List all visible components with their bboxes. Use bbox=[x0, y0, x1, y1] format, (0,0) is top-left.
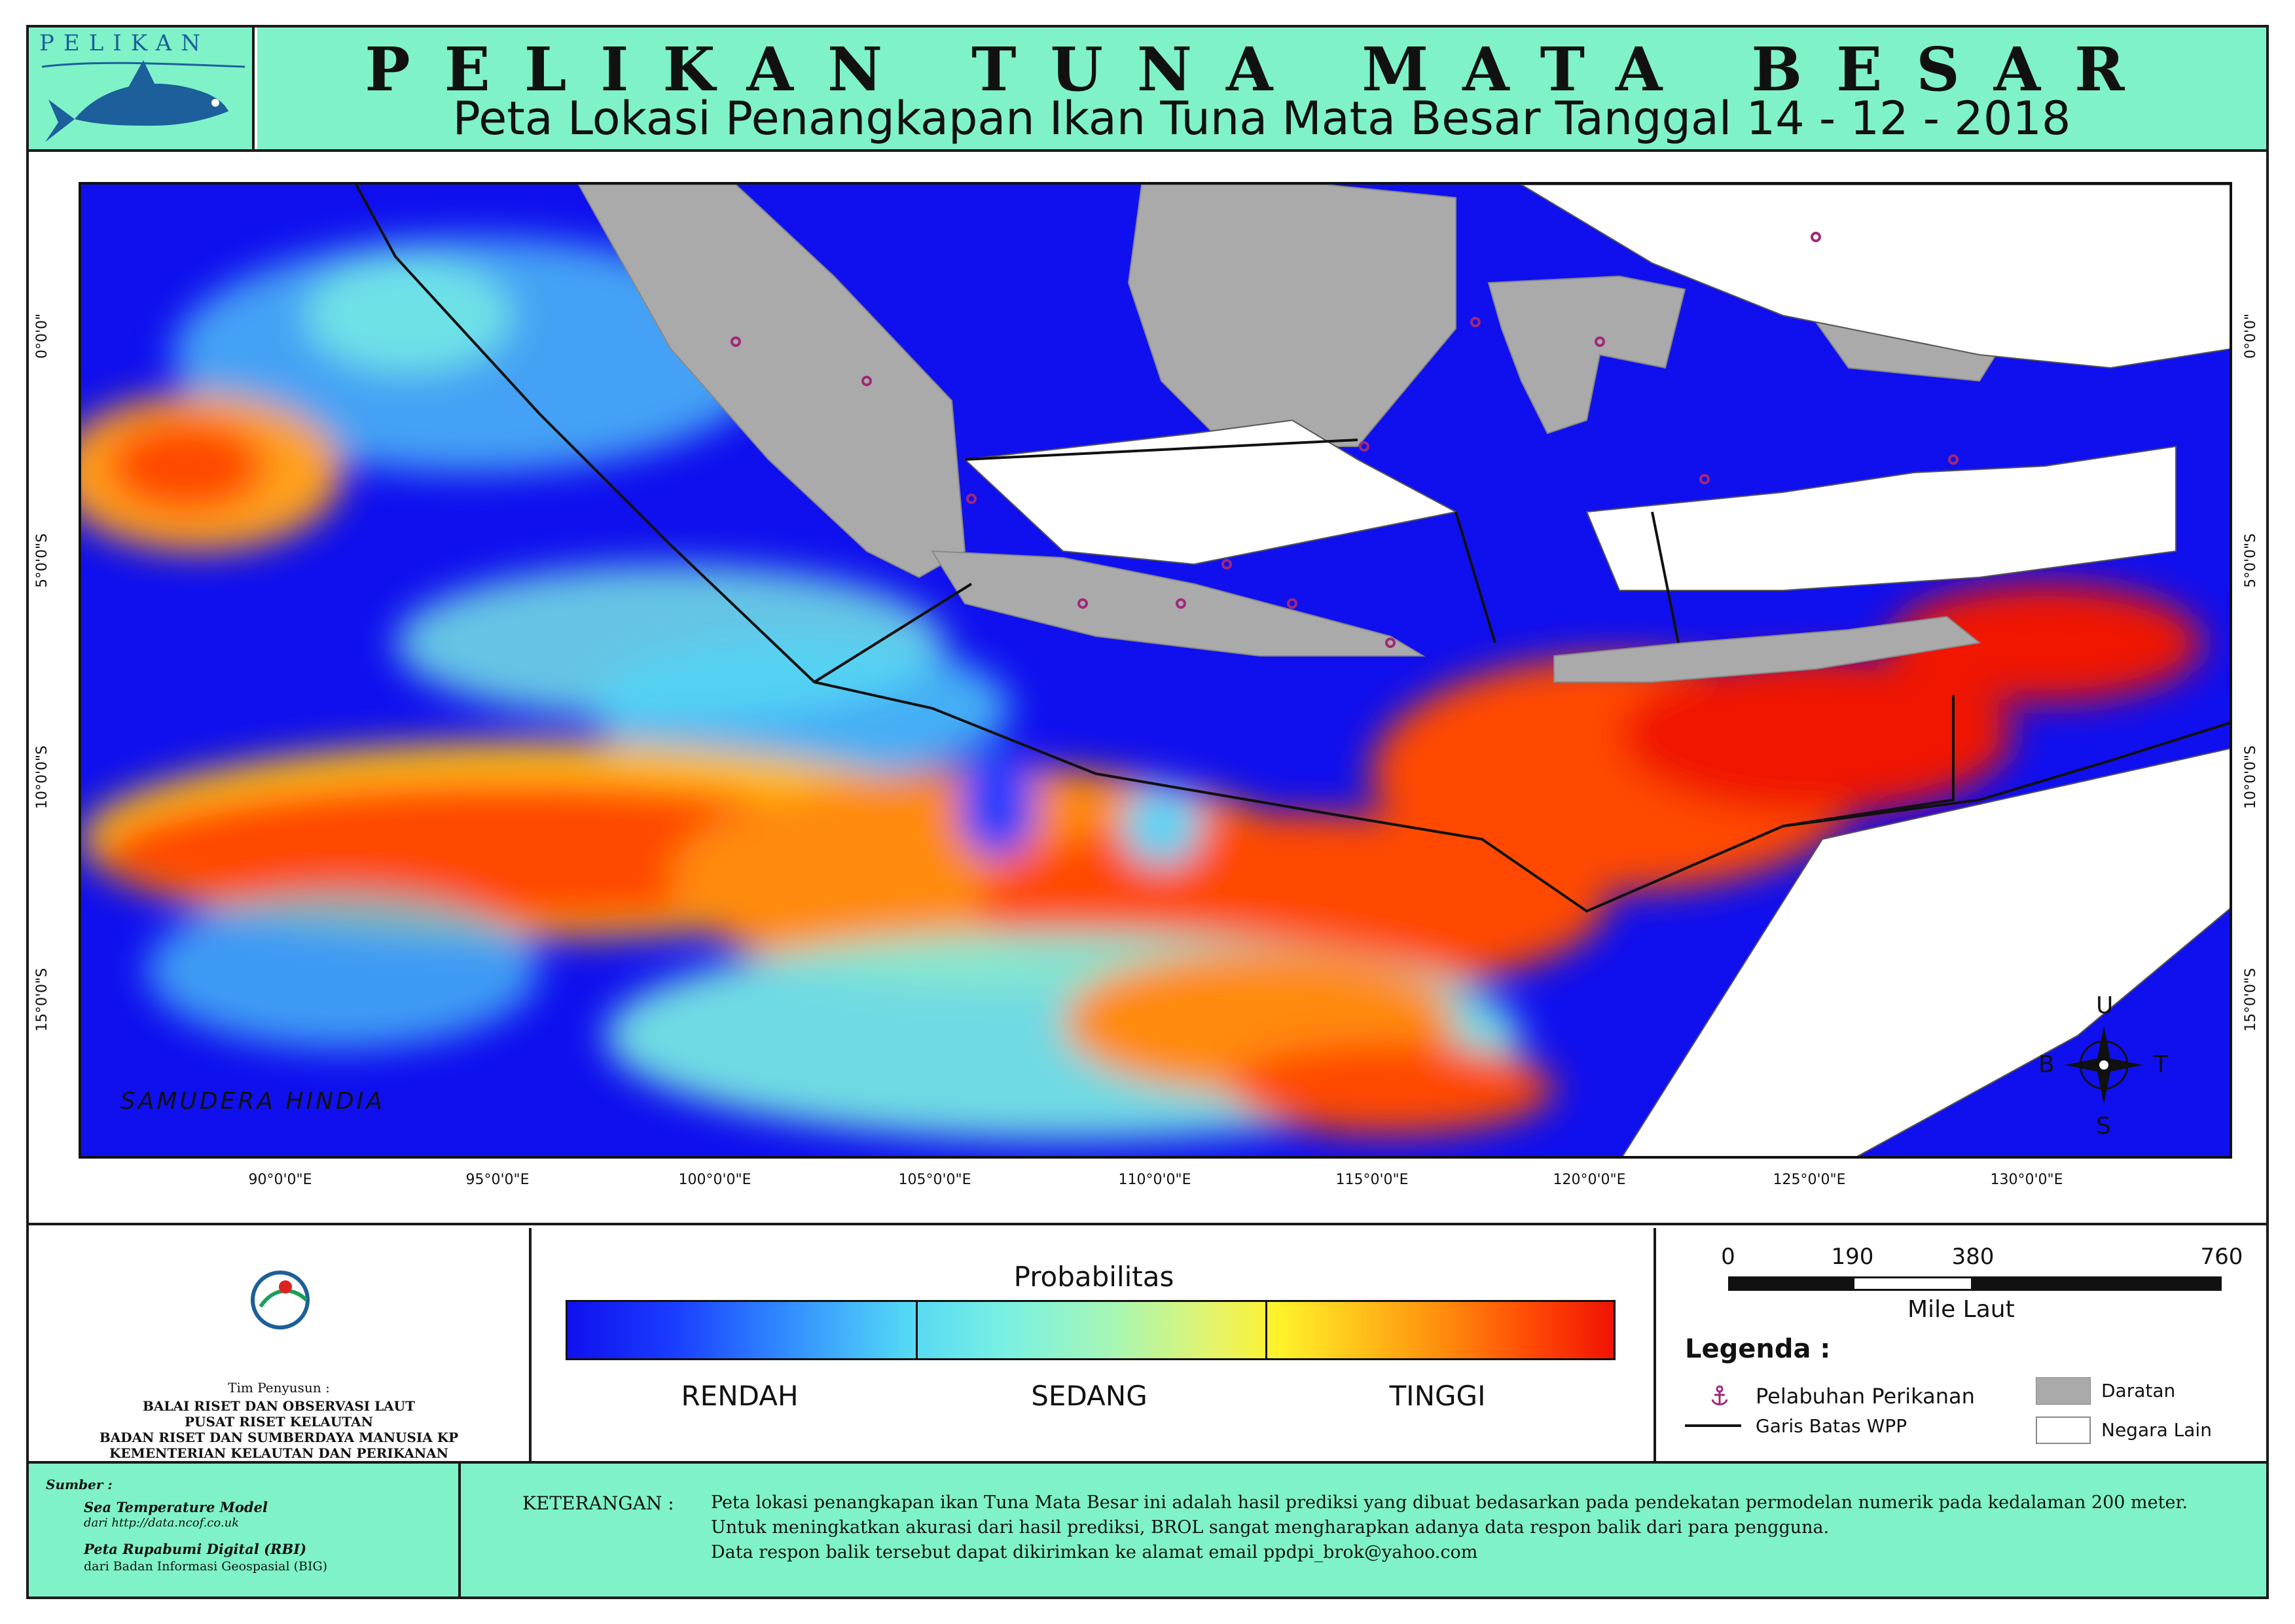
label-sedang: SEDANG bbox=[1031, 1380, 1148, 1412]
notes-panel: KETERANGAN : Peta lokasi penangkapan ika… bbox=[463, 1464, 2266, 1597]
legend-boundary-swatch bbox=[1685, 1424, 1741, 1427]
nusa-tenggara-land bbox=[1553, 615, 1981, 683]
lat-label-10-right: 10°0'0"S bbox=[2243, 745, 2259, 809]
footer-notes: Sumber : Sea Temperature Model dari http… bbox=[29, 1464, 2266, 1597]
team-line-4: KEMENTERIAN KELAUTAN DAN PERIKANAN bbox=[109, 1445, 448, 1461]
anchor-icon bbox=[1711, 1385, 1728, 1405]
scale-unit: Mile Laut bbox=[1907, 1296, 2015, 1323]
source-2-title: Peta Rupabumi Digital (RBI) bbox=[84, 1541, 307, 1557]
lon-label-120: 120°0'0"E bbox=[1553, 1172, 1626, 1188]
note-line-2: Untuk meningkatkan akurasi dari hasil pr… bbox=[711, 1517, 1830, 1538]
sulawesi-land bbox=[1487, 275, 1686, 435]
probability-color-bar bbox=[566, 1300, 1616, 1360]
lat-label-0-left: 0°0'0" bbox=[34, 313, 50, 359]
title-box: PELIKAN TUNA MATA BESAR Peta Lokasi Pena… bbox=[257, 27, 2266, 149]
scale-segment-1 bbox=[1728, 1276, 1852, 1291]
compass-rose: U S B T bbox=[2038, 990, 2169, 1140]
legend-land-label: Daratan bbox=[2101, 1380, 2176, 1401]
scale-tick-190: 190 bbox=[1831, 1244, 1874, 1270]
source-2-detail: dari Badan Informasi Geospasial (BIG) bbox=[84, 1559, 328, 1574]
scale-tick-380: 380 bbox=[1951, 1244, 1995, 1270]
map-canvas bbox=[81, 185, 2230, 1156]
team-title: Tim Penyusun : bbox=[228, 1380, 330, 1396]
scale-segment-2 bbox=[1852, 1276, 1973, 1291]
label-tinggi: TINGGI bbox=[1389, 1380, 1486, 1412]
team-line-2: PUSAT RISET KELAUTAN bbox=[185, 1414, 373, 1430]
scale-tick-760: 760 bbox=[2200, 1244, 2243, 1270]
lon-label-130: 130°0'0"E bbox=[1990, 1172, 2063, 1188]
lat-label-10-left: 10°0'0"S bbox=[34, 745, 50, 809]
wpp-boundary-lines bbox=[355, 185, 2230, 913]
compass-east: T bbox=[2154, 1051, 2168, 1078]
page-title: PELIKAN TUNA MATA BESAR bbox=[365, 34, 2159, 105]
other-country-areas bbox=[963, 185, 2230, 1156]
header: PELIKAN PELIKAN TUNA MATA BESAR Peta Lok… bbox=[29, 27, 2266, 152]
lon-label-110: 110°0'0"E bbox=[1118, 1172, 1191, 1188]
lat-label-5-left: 5°0'0"S bbox=[34, 533, 50, 588]
legend-title: Legenda : bbox=[1685, 1334, 1831, 1364]
tuna-logo-icon bbox=[41, 60, 245, 142]
compass-west: B bbox=[2038, 1051, 2055, 1078]
ocean-label: SAMUDERA HINDIA bbox=[120, 1088, 386, 1115]
fishing-port-icons bbox=[731, 232, 1959, 648]
source-1-detail: dari http://data.ncof.co.uk bbox=[84, 1516, 240, 1530]
map-area: SAMUDERA HINDIA 90°0'0"E 95°0'0"E 100°0'… bbox=[29, 152, 2266, 1225]
lon-label-100: 100°0'0"E bbox=[678, 1172, 751, 1188]
map-sheet: PELIKAN PELIKAN TUNA MATA BESAR Peta Lok… bbox=[26, 25, 2269, 1599]
lon-label-125: 125°0'0"E bbox=[1773, 1172, 1846, 1188]
lat-label-0-right: 0°0'0" bbox=[2243, 313, 2259, 359]
lon-label-90: 90°0'0"E bbox=[248, 1172, 312, 1188]
scale-segment-3 bbox=[1973, 1276, 2222, 1291]
legend-land-swatch bbox=[2036, 1377, 2091, 1405]
page-subtitle: Peta Lokasi Penangkapan Ikan Tuna Mata B… bbox=[452, 92, 2071, 145]
lon-label-115: 115°0'0"E bbox=[1335, 1172, 1409, 1188]
footer-info: Tim Penyusun : BALAI RISET DAN OBSERVASI… bbox=[29, 1228, 2266, 1464]
scale-tick-0: 0 bbox=[1721, 1244, 1735, 1270]
institution-logo-icon bbox=[251, 1271, 310, 1329]
compass-north: U bbox=[2096, 992, 2114, 1019]
pelikan-logo: PELIKAN bbox=[29, 27, 255, 149]
note-line-3: Data respon balik tersebut dapat dikirim… bbox=[711, 1542, 1478, 1562]
legend-other-country-swatch bbox=[2036, 1416, 2091, 1444]
legend-port-label: Pelabuhan Perikanan bbox=[1756, 1384, 1975, 1409]
probability-field bbox=[81, 237, 2202, 1140]
source-1-title: Sea Temperature Model bbox=[84, 1499, 268, 1515]
legend-other-country-label: Negara Lain bbox=[2101, 1419, 2212, 1441]
note-line-1: Peta lokasi penangkapan ikan Tuna Mata B… bbox=[711, 1492, 2188, 1513]
label-rendah: RENDAH bbox=[681, 1380, 799, 1412]
probability-map: SAMUDERA HINDIA bbox=[79, 182, 2232, 1159]
lon-label-105: 105°0'0"E bbox=[898, 1172, 971, 1188]
bar-divider-2 bbox=[1265, 1302, 1267, 1358]
compass-icon bbox=[2065, 1026, 2143, 1104]
note-label: KETERANGAN : bbox=[522, 1492, 674, 1514]
bar-divider-1 bbox=[916, 1302, 918, 1358]
lat-label-15-right: 15°0'0"S bbox=[2243, 967, 2259, 1032]
legend-boundary-label: Garis Batas WPP bbox=[1756, 1415, 1907, 1437]
lat-label-15-left: 15°0'0"S bbox=[34, 967, 50, 1032]
team-line-1: BALAI RISET DAN OBSERVASI LAUT bbox=[142, 1398, 415, 1414]
sources-panel: Sumber : Sea Temperature Model dari http… bbox=[29, 1464, 461, 1597]
team-panel: Tim Penyusun : BALAI RISET DAN OBSERVASI… bbox=[29, 1228, 532, 1461]
probability-legend: Probabilitas RENDAH SEDANG TINGGI bbox=[534, 1228, 1656, 1461]
logo-text: PELIKAN bbox=[39, 30, 210, 56]
probability-title: Probabilitas bbox=[1013, 1261, 1174, 1293]
team-line-3: BADAN RISET DAN SUMBERDAYA MANUSIA KP bbox=[99, 1430, 459, 1445]
compass-south: S bbox=[2096, 1113, 2111, 1140]
lon-label-95: 95°0'0"E bbox=[465, 1172, 530, 1188]
legend-panel: 0 190 380 760 Mile Laut Legenda : Pelabu… bbox=[1659, 1228, 2266, 1461]
kalimantan-land bbox=[1127, 185, 1456, 447]
lat-label-5-right: 5°0'0"S bbox=[2243, 533, 2259, 588]
sources-title: Sumber : bbox=[46, 1477, 113, 1492]
